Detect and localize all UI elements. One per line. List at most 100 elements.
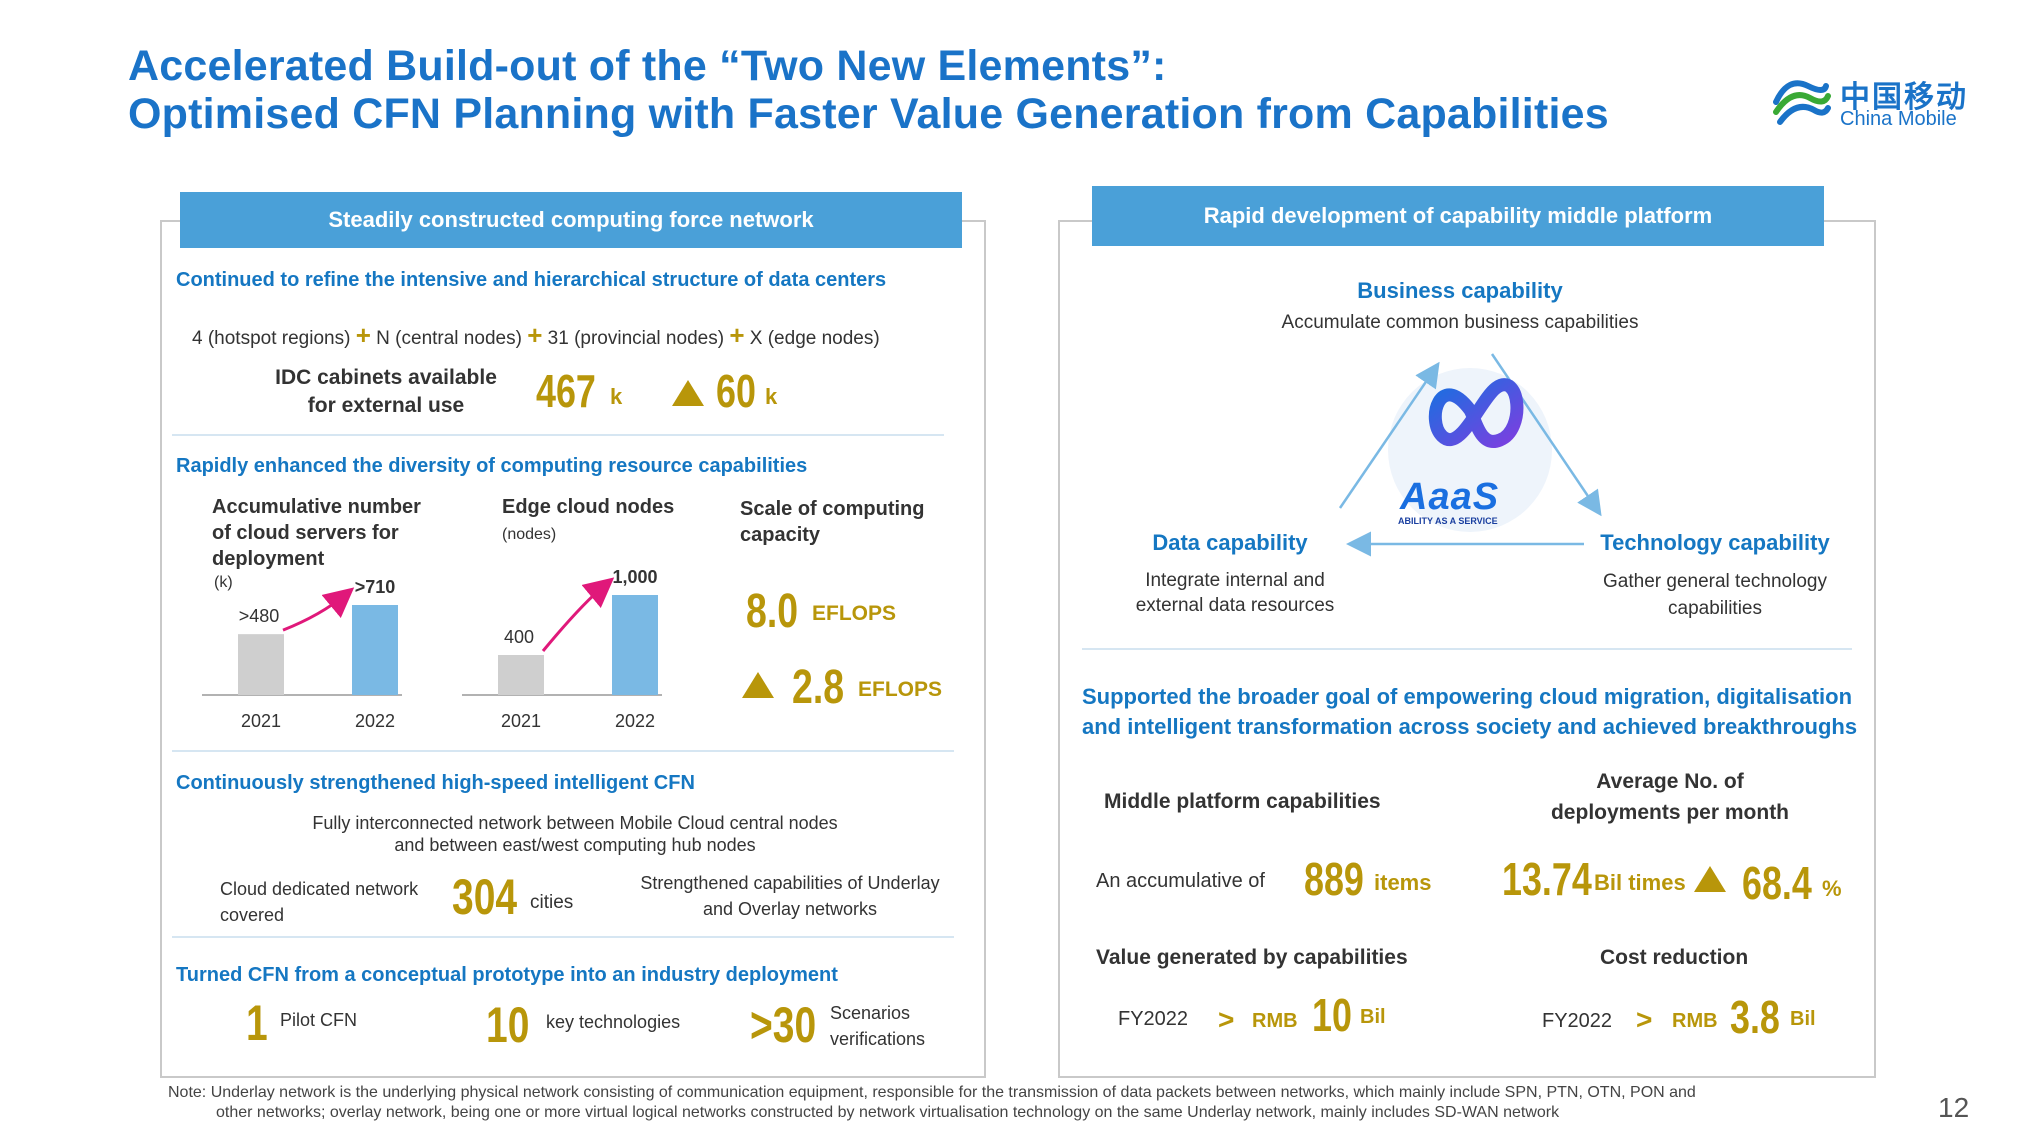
scenarios-label: Scenarios verifications (830, 1000, 925, 1052)
aaas-logo-text: AaaS (1400, 476, 1500, 518)
edge-bar-2022 (612, 595, 658, 695)
edge-chart-unit: (nodes) (502, 526, 557, 543)
page-title-line1: Accelerated Build-out of the “Two New El… (128, 42, 1167, 90)
interconnect-line1: Fully interconnected network between Mob… (312, 813, 838, 833)
hier-hotspot: 4 (hotspot regions) (192, 328, 351, 349)
deployments-increase-unit: % (1822, 876, 1842, 901)
servers-data-label-2021: >480 (239, 606, 280, 626)
cost-reduction-label: Cost reduction (1600, 946, 1749, 969)
divider (1082, 648, 1852, 650)
hier-central: N (central nodes) (376, 328, 522, 349)
data-capability-title: Data capability (1152, 530, 1308, 555)
hierarchy-line: 4 (hotspot regions) + N (central nodes) … (192, 320, 880, 351)
goal-text: Supported the broader goal of empowering… (1082, 682, 1857, 742)
deployments-label-line1: Average No. of (1596, 770, 1744, 793)
scenarios-label-line2: verifications (830, 1029, 926, 1049)
pilot-label: Pilot CFN (280, 1010, 358, 1030)
servers-label-line1: Accumulative number (212, 496, 421, 518)
cost-reduction-unit: Bil (1790, 1008, 1816, 1030)
cost-rmb: RMB (1672, 1010, 1718, 1032)
underlay-line1: Strengthened capabilities of Underlay (640, 873, 940, 893)
value-gt: > (1218, 1004, 1235, 1035)
hier-edge: X (edge nodes) (749, 328, 880, 349)
servers-chart-unit: (k) (214, 574, 233, 591)
page-number: 12 (1938, 1092, 1970, 1123)
bar-charts: >480 2021 >710 2022 400 2021 1,000 2022 (202, 567, 662, 731)
goal-line2: and intelligent transformation across so… (1082, 714, 1858, 739)
left-panel (160, 220, 986, 1078)
cost-reduction-value: 3.8 (1730, 991, 1780, 1043)
edge-bar-2021 (498, 655, 544, 695)
edge-data-label-2022: 1,000 (612, 567, 657, 587)
deployments-increase-value: 68.4 (1742, 857, 1812, 909)
servers-bar-chart: >480 2021 >710 2022 (202, 577, 402, 731)
scale-label: Scale of computing capacity (740, 496, 924, 548)
idc-value: 467 (536, 365, 596, 417)
servers-bar-2021 (238, 634, 284, 695)
edge-tick-2021: 2021 (501, 711, 541, 731)
scenarios-label-line1: Scenarios (830, 1003, 911, 1023)
interconnect-line2: and between east/west computing hub node… (394, 835, 756, 855)
section-title-cfn: Continuously strengthened high-speed int… (176, 772, 695, 794)
middle-platform-value: 889 (1304, 853, 1364, 905)
middle-platform-prefix: An accumulative of (1096, 870, 1265, 892)
edge-tick-2022: 2022 (615, 711, 655, 731)
coverage-label-line2: covered (220, 905, 285, 925)
tech-desc-line2: capabilities (1668, 598, 1762, 619)
edge-nodes-bar-chart: 400 2021 1,000 2022 (462, 567, 662, 731)
increase-triangle-icon (672, 380, 704, 406)
servers-bar-2022 (352, 605, 398, 695)
section-title-data-centers: Continued to refine the intensive and hi… (176, 269, 887, 291)
servers-label-line3: deployment (212, 548, 325, 570)
increase-triangle-icon (1694, 866, 1726, 892)
aaas-tagline: ABILITY AS A SERVICE (1398, 516, 1498, 526)
deployments-label: Average No. of deployments per month (1520, 766, 1820, 828)
coverage-value: 304 (452, 869, 518, 925)
edge-data-label-2021: 400 (504, 627, 534, 647)
footnote-line2: other networks; overlay network, being o… (216, 1104, 1560, 1121)
section-title-industry-deployment: Turned CFN from a conceptual prototype i… (176, 964, 838, 986)
plus-icon: + (527, 320, 543, 350)
value-generated-unit: Bil (1360, 1006, 1386, 1028)
interconnect-text: Fully interconnected network between Mob… (180, 812, 970, 856)
plus-icon: + (729, 320, 745, 350)
scale-label-line1: Scale of computing (740, 498, 925, 520)
data-capability-desc: Integrate internal and external data res… (1090, 568, 1380, 618)
plus-icon: + (355, 320, 371, 350)
servers-label-line2: of cloud servers for (212, 522, 399, 544)
divider (172, 936, 954, 938)
page-title-line2: Optimised CFN Planning with Faster Value… (128, 90, 1609, 138)
idc-increase-unit: k (765, 384, 778, 409)
data-desc-line1: Integrate internal and (1145, 570, 1325, 591)
tech-desc-line1: Gather general technology (1603, 571, 1827, 592)
middle-platform-unit: items (1374, 870, 1432, 895)
edge-growth-arrow-icon (541, 577, 615, 652)
logo-text-cn: 中国移动 (1840, 81, 1968, 114)
technology-capability-desc: Gather general technology capabilities (1570, 568, 1860, 622)
value-generated-label: Value generated by capabilities (1096, 946, 1408, 969)
edge-chart-label: Edge cloud nodes (502, 496, 675, 518)
aaas-logo-icon (1428, 378, 1524, 448)
underlay-line2: and Overlay networks (702, 899, 878, 919)
increase-triangle-icon (742, 672, 774, 698)
servers-growth-arrow-icon (282, 587, 355, 632)
underlay-text: Strengthened capabilities of Underlay an… (600, 870, 980, 922)
left-panel-header: Steadily constructed computing force net… (180, 192, 962, 248)
idc-label-line1: IDC cabinets available (275, 366, 497, 389)
coverage-unit: cities (530, 892, 574, 913)
divider (172, 750, 954, 752)
value-generated-value: 10 (1312, 989, 1352, 1041)
right-panel-header: Rapid development of capability middle p… (1092, 186, 1824, 246)
coverage-label-line1: Cloud dedicated network (220, 879, 419, 899)
idc-label-line2: for external use (307, 394, 465, 417)
scale-increase-unit: EFLOPS (858, 678, 943, 701)
coverage-label: Cloud dedicated network covered (220, 876, 418, 928)
scale-unit: EFLOPS (812, 602, 897, 625)
tech-label: key technologies (546, 1012, 681, 1032)
logo-text-en: China Mobile (1840, 108, 1957, 130)
deployments-unit: Bil times (1594, 870, 1686, 895)
section-title-computing-diversity: Rapidly enhanced the diversity of comput… (176, 455, 808, 477)
technology-capability-title: Technology capability (1600, 530, 1830, 555)
hier-provincial: 31 (provincial nodes) (547, 328, 725, 349)
pilot-value: 1 (246, 995, 268, 1051)
